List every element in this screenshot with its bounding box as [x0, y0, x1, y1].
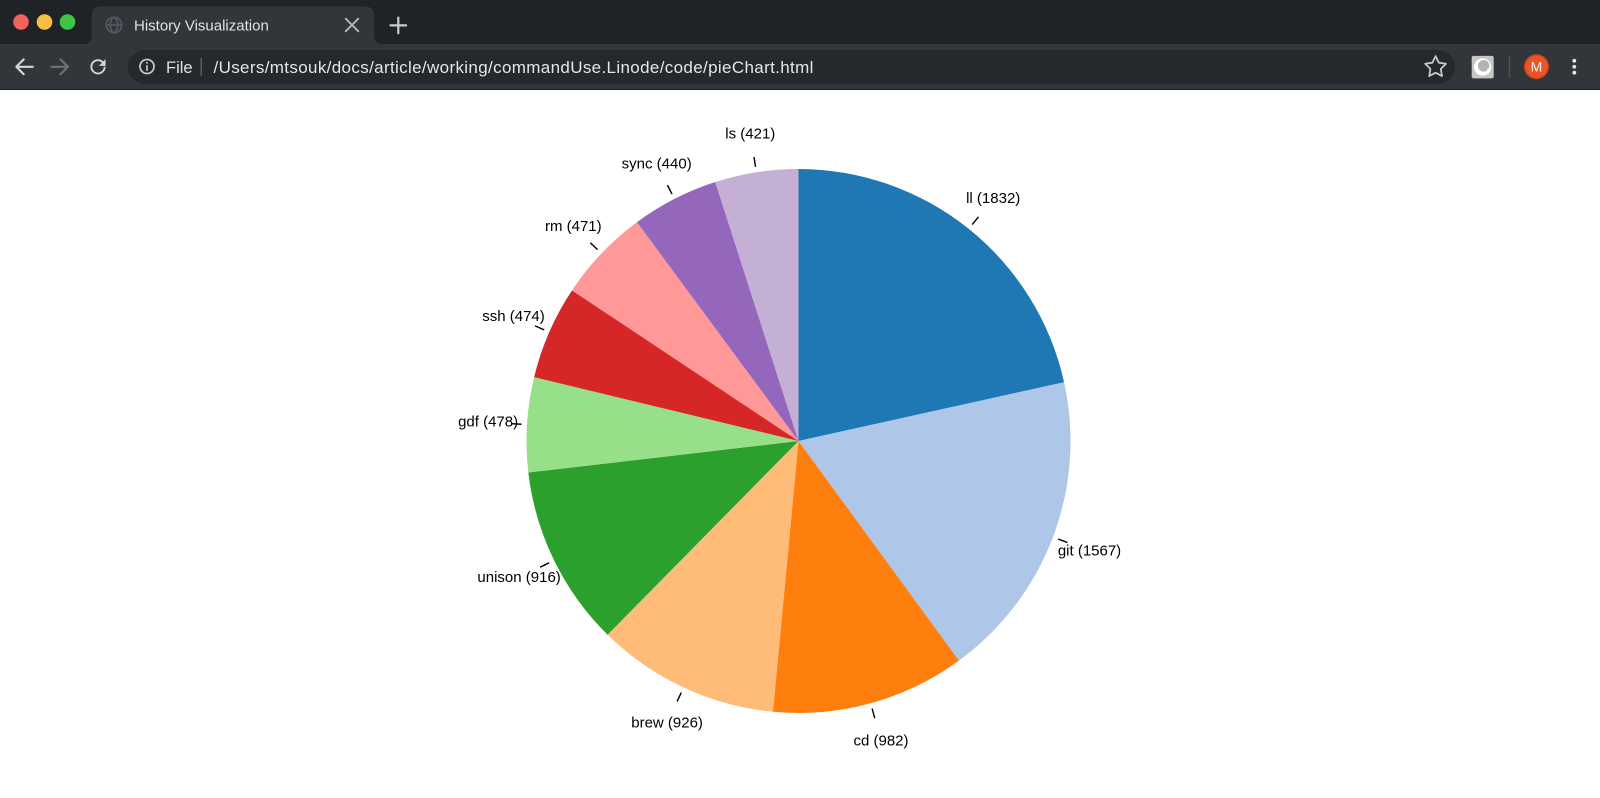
svg-text:rm (471): rm (471)	[545, 218, 602, 235]
svg-text:gdf (478): gdf (478)	[458, 414, 518, 431]
svg-text:brew (926): brew (926)	[631, 714, 703, 731]
svg-text:ls (421): ls (421)	[725, 125, 775, 142]
svg-text:History Visualization: History Visualization	[134, 18, 269, 35]
svg-text:/Users/mtsouk/docs/article/wor: /Users/mtsouk/docs/article/working/comma…	[214, 58, 814, 77]
svg-text:ssh (474): ssh (474)	[482, 308, 545, 325]
svg-text:ll (1832): ll (1832)	[966, 190, 1020, 207]
svg-text:File: File	[166, 59, 193, 77]
svg-text:M: M	[1531, 59, 1543, 75]
svg-text:sync (440): sync (440)	[622, 156, 692, 173]
svg-text:unison (916): unison (916)	[477, 569, 560, 586]
svg-text:git (1567): git (1567)	[1058, 542, 1121, 559]
svg-text:cd (982): cd (982)	[853, 732, 908, 749]
